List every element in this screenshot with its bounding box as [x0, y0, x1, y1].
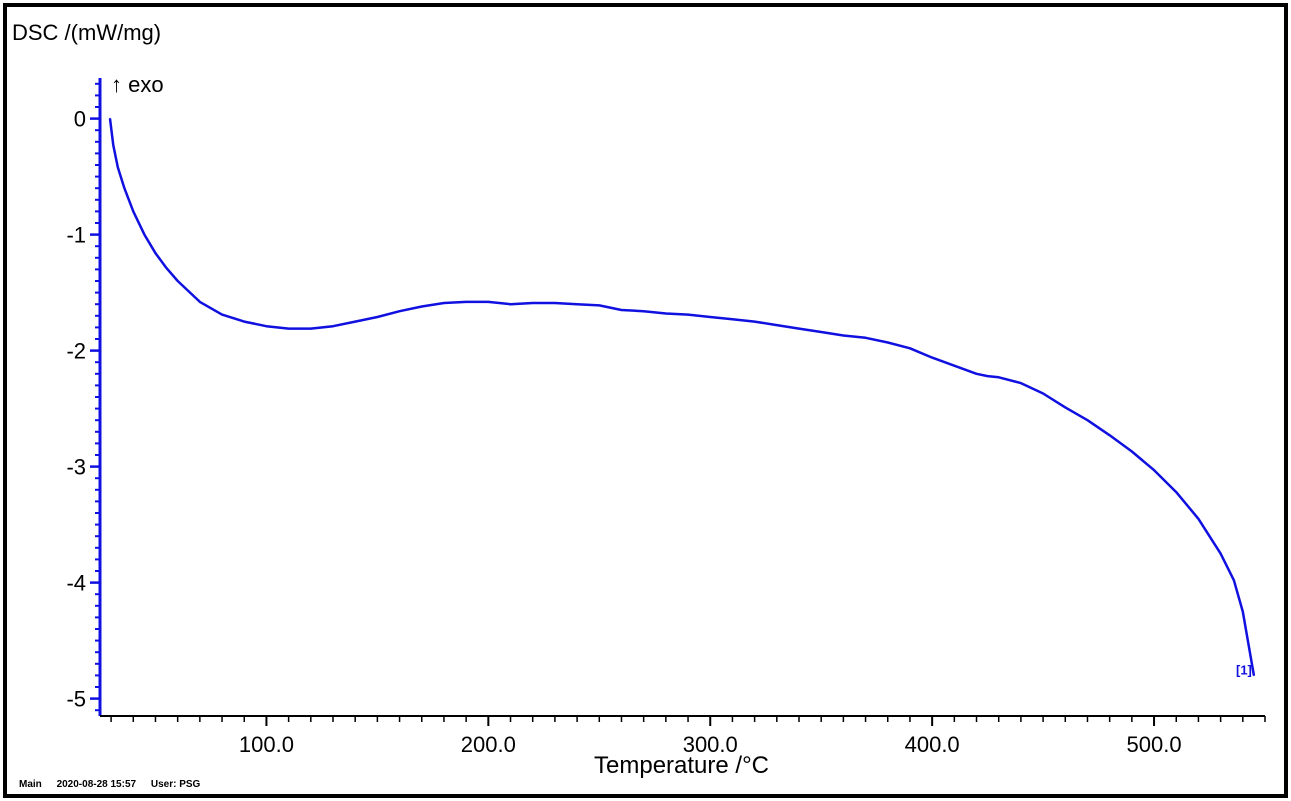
data-point	[598, 304, 601, 307]
curve-end-marker: [1]	[1236, 662, 1252, 677]
data-point	[1233, 579, 1235, 582]
data-point	[1197, 518, 1200, 520]
data-point	[1153, 469, 1155, 471]
x-tick-label: 300.0	[683, 732, 738, 757]
y-tick-label: -1	[66, 223, 86, 248]
data-point	[798, 327, 800, 330]
data-point	[243, 320, 246, 323]
x-tick-label: 100.0	[239, 732, 294, 757]
data-point	[576, 303, 578, 306]
data-point	[116, 166, 119, 169]
data-point	[1108, 434, 1111, 437]
data-point	[1131, 450, 1133, 453]
y-tick-label: -5	[66, 687, 86, 712]
y-tick-label: -2	[66, 339, 86, 364]
dsc-curve	[108, 118, 1256, 676]
data-point	[975, 373, 978, 375]
data-point	[753, 320, 756, 323]
data-point	[953, 364, 956, 367]
data-point	[886, 341, 889, 344]
data-point	[487, 301, 490, 303]
data-point	[731, 318, 734, 321]
data-point	[176, 280, 179, 282]
data-point	[109, 117, 111, 120]
data-point	[909, 347, 911, 350]
data-point	[642, 310, 645, 312]
data-point	[986, 375, 989, 377]
data-point	[709, 316, 712, 318]
x-tick-label: 500.0	[1127, 732, 1182, 757]
dsc-curve-group: [1]	[108, 117, 1256, 677]
data-point	[509, 303, 512, 306]
x-tick-label: 200.0	[461, 732, 516, 757]
data-point	[1175, 491, 1178, 493]
data-point	[1086, 419, 1089, 422]
data-point	[310, 327, 312, 330]
data-point	[820, 331, 822, 333]
footer-mode: Main	[19, 779, 42, 790]
data-point	[154, 252, 157, 254]
data-point	[842, 334, 845, 337]
data-point	[165, 267, 168, 270]
axes	[98, 78, 1265, 717]
ticks: 0 -1 -2 -3 -4 -5 100.0 200.0 300.0 400.0 500.0	[66, 82, 1266, 757]
data-point	[997, 376, 1000, 379]
data-point	[376, 316, 379, 318]
data-point	[443, 302, 445, 304]
chart-frame	[3, 3, 1288, 798]
data-point	[931, 356, 933, 359]
data-point	[776, 324, 778, 326]
data-point	[354, 320, 356, 323]
data-point	[287, 327, 290, 330]
data-point	[143, 233, 146, 236]
data-point	[1219, 552, 1222, 555]
data-point	[1253, 674, 1255, 677]
data-point	[221, 313, 223, 316]
footer-user: User: PSG	[150, 779, 201, 790]
data-point	[864, 337, 867, 339]
data-point	[199, 301, 201, 303]
y-tick-label: -3	[66, 455, 86, 480]
data-point	[420, 305, 423, 308]
data-point	[665, 312, 667, 315]
data-point	[1064, 406, 1067, 409]
y-tick-label: 0	[74, 107, 86, 132]
data-point	[620, 309, 623, 311]
data-point	[332, 325, 334, 328]
data-point	[531, 302, 534, 304]
data-point	[465, 301, 467, 303]
data-point	[1042, 392, 1044, 395]
data-point	[265, 325, 268, 328]
data-point	[1242, 610, 1244, 613]
data-point	[554, 302, 556, 304]
y-tick-label: -4	[66, 571, 86, 596]
exo-annotation: ↑ exo	[111, 72, 164, 97]
x-axis-label: Temperature /°C	[594, 752, 769, 779]
data-point	[132, 210, 135, 213]
data-point	[123, 187, 126, 189]
y-axis-label: DSC /(mW/mg)	[12, 20, 162, 45]
data-point	[687, 313, 689, 316]
data-point	[112, 144, 115, 147]
x-tick-label: 400.0	[905, 732, 960, 757]
footer-timestamp: 2020-08-28 15:57	[56, 779, 137, 790]
data-point	[398, 310, 401, 312]
footer-info: Main 2020-08-28 15:57 User: PSG	[19, 779, 212, 790]
data-point	[1020, 382, 1022, 384]
